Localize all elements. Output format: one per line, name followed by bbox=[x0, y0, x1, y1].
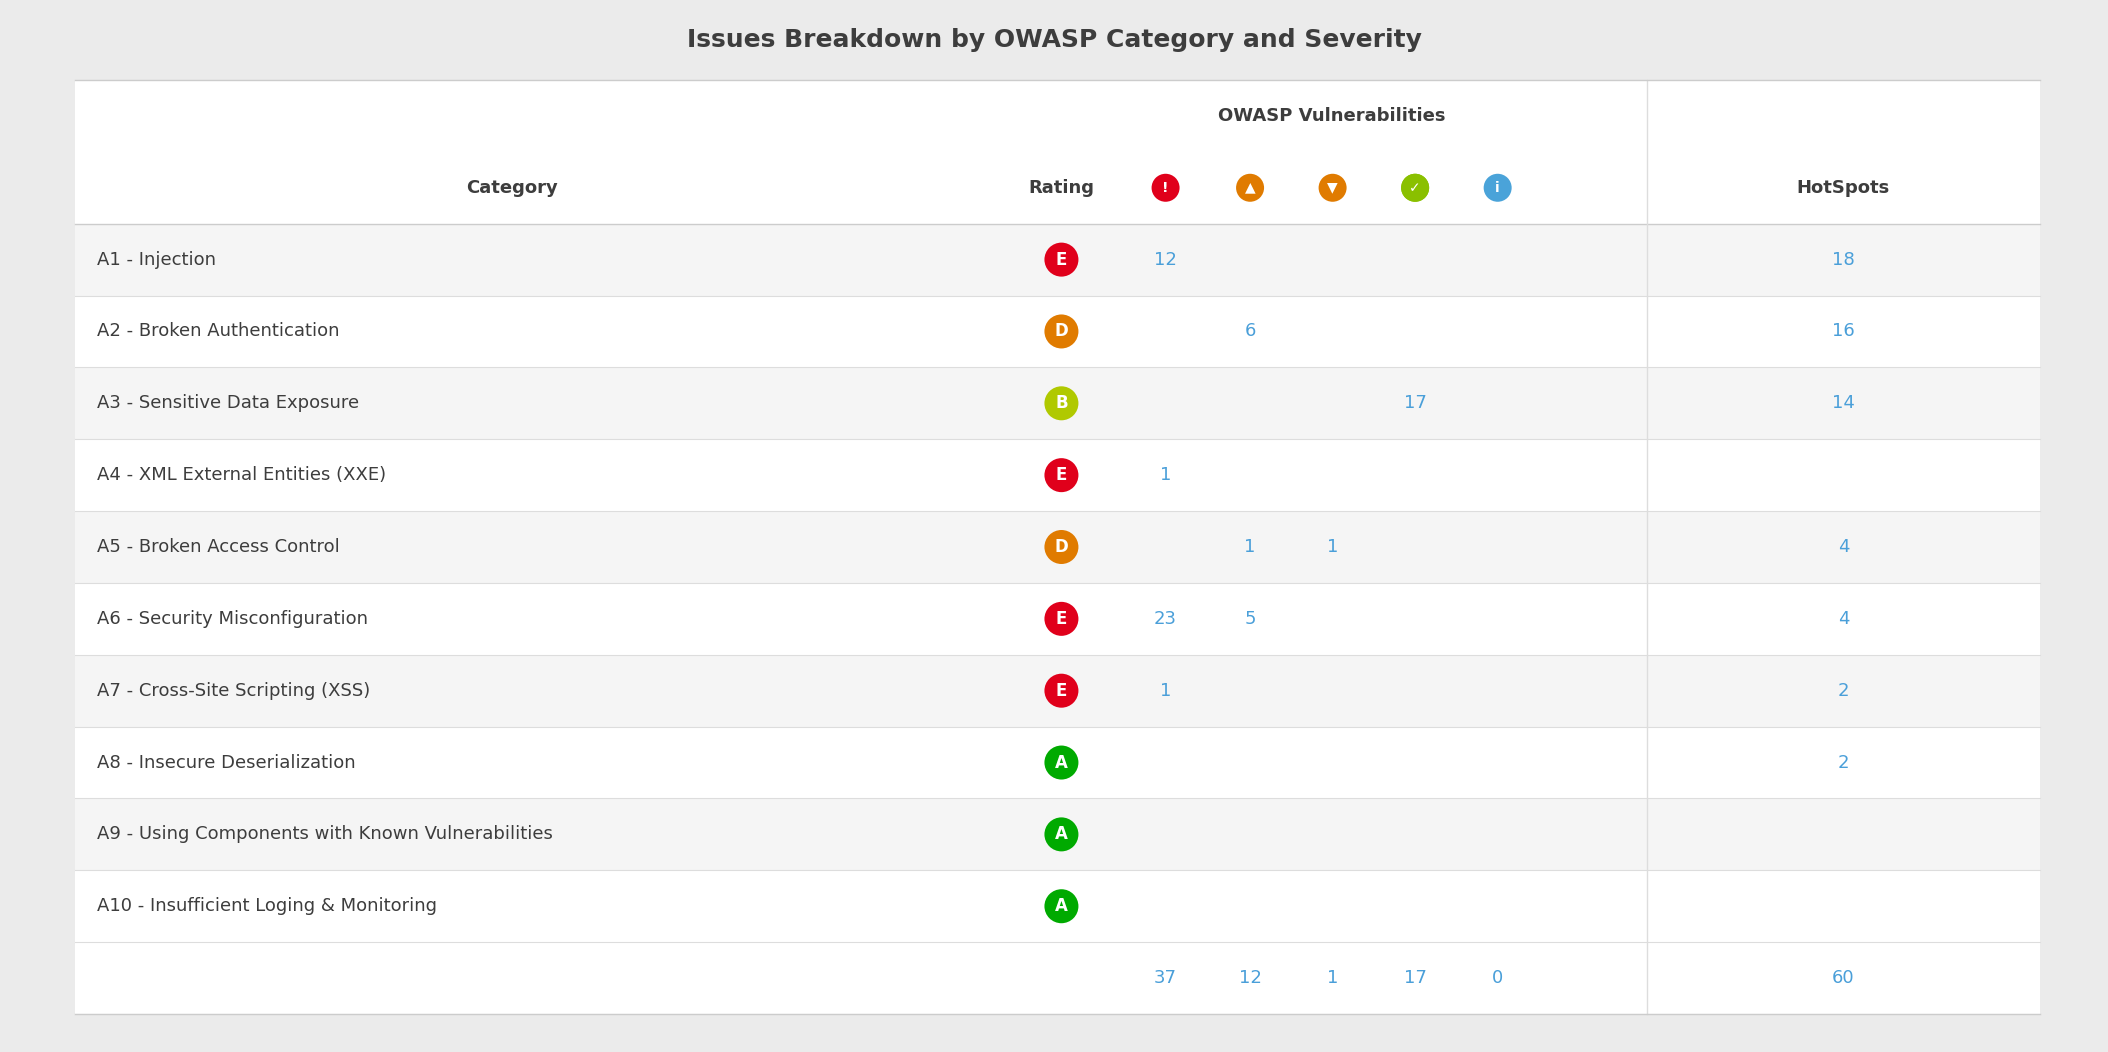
Bar bbox=[76, 870, 2041, 943]
Bar bbox=[76, 224, 2041, 296]
Text: A1 - Injection: A1 - Injection bbox=[97, 250, 215, 268]
Text: E: E bbox=[1056, 682, 1067, 700]
Ellipse shape bbox=[1043, 673, 1079, 708]
Text: 2: 2 bbox=[1838, 753, 1849, 771]
Ellipse shape bbox=[1400, 171, 1431, 204]
Text: 12: 12 bbox=[1240, 969, 1261, 987]
Text: Issues Breakdown by OWASP Category and Severity: Issues Breakdown by OWASP Category and S… bbox=[687, 28, 1421, 52]
Text: A3 - Sensitive Data Exposure: A3 - Sensitive Data Exposure bbox=[97, 394, 358, 412]
Bar bbox=[76, 654, 2041, 727]
Ellipse shape bbox=[1043, 459, 1079, 492]
Text: ✓: ✓ bbox=[1410, 181, 1421, 195]
Text: 4: 4 bbox=[1838, 610, 1849, 628]
Text: 1: 1 bbox=[1326, 969, 1339, 987]
Text: 18: 18 bbox=[1832, 250, 1855, 268]
Text: HotSpots: HotSpots bbox=[1796, 179, 1891, 197]
Text: 5: 5 bbox=[1244, 610, 1256, 628]
Text: Rating: Rating bbox=[1029, 179, 1094, 197]
Ellipse shape bbox=[1320, 174, 1347, 202]
Text: A: A bbox=[1054, 753, 1069, 771]
Text: 1: 1 bbox=[1244, 538, 1256, 557]
Text: 1: 1 bbox=[1159, 682, 1172, 700]
Ellipse shape bbox=[1043, 386, 1079, 421]
Bar bbox=[76, 440, 2041, 511]
Text: A10 - Insufficient Loging & Monitoring: A10 - Insufficient Loging & Monitoring bbox=[97, 897, 436, 915]
Text: E: E bbox=[1056, 250, 1067, 268]
Ellipse shape bbox=[1043, 243, 1079, 277]
Text: 1: 1 bbox=[1326, 538, 1339, 557]
Text: A4 - XML External Entities (XXE): A4 - XML External Entities (XXE) bbox=[97, 466, 386, 484]
Text: 0: 0 bbox=[1492, 969, 1503, 987]
Text: A: A bbox=[1054, 897, 1069, 915]
Text: 4: 4 bbox=[1838, 538, 1849, 557]
Text: A: A bbox=[1054, 826, 1069, 844]
Text: !: ! bbox=[1162, 181, 1168, 195]
Ellipse shape bbox=[1484, 174, 1511, 202]
Text: D: D bbox=[1054, 323, 1069, 341]
Text: A2 - Broken Authentication: A2 - Broken Authentication bbox=[97, 323, 339, 341]
Text: 2: 2 bbox=[1838, 682, 1849, 700]
Bar bbox=[76, 367, 2041, 440]
Ellipse shape bbox=[1402, 174, 1429, 202]
Text: A8 - Insecure Deserialization: A8 - Insecure Deserialization bbox=[97, 753, 356, 771]
Ellipse shape bbox=[1402, 174, 1429, 202]
Bar bbox=[76, 511, 2041, 583]
Text: B: B bbox=[1056, 394, 1069, 412]
Text: 1: 1 bbox=[1159, 466, 1172, 484]
Text: i: i bbox=[1495, 181, 1501, 195]
Text: 12: 12 bbox=[1155, 250, 1176, 268]
Bar bbox=[76, 727, 2041, 798]
Text: OWASP Vulnerabilities: OWASP Vulnerabilities bbox=[1218, 107, 1446, 125]
Text: A5 - Broken Access Control: A5 - Broken Access Control bbox=[97, 538, 339, 557]
Text: ▲: ▲ bbox=[1244, 181, 1256, 195]
Text: 23: 23 bbox=[1153, 610, 1176, 628]
Text: 16: 16 bbox=[1832, 323, 1855, 341]
Ellipse shape bbox=[1151, 174, 1180, 202]
Bar bbox=[76, 798, 2041, 870]
Ellipse shape bbox=[1043, 530, 1079, 564]
Text: A6 - Security Misconfiguration: A6 - Security Misconfiguration bbox=[97, 610, 369, 628]
Text: E: E bbox=[1056, 466, 1067, 484]
Bar bbox=[76, 80, 2041, 1014]
Text: 60: 60 bbox=[1832, 969, 1855, 987]
Ellipse shape bbox=[1043, 315, 1079, 348]
Ellipse shape bbox=[1235, 174, 1265, 202]
Text: Category: Category bbox=[466, 179, 559, 197]
Text: A9 - Using Components with Known Vulnerabilities: A9 - Using Components with Known Vulnera… bbox=[97, 826, 552, 844]
Bar bbox=[76, 296, 2041, 367]
Text: 14: 14 bbox=[1832, 394, 1855, 412]
Text: ▼: ▼ bbox=[1328, 181, 1339, 195]
Bar bbox=[76, 583, 2041, 654]
Bar bbox=[76, 943, 2041, 1014]
Text: D: D bbox=[1054, 538, 1069, 557]
Ellipse shape bbox=[1043, 889, 1079, 924]
Text: 6: 6 bbox=[1244, 323, 1256, 341]
Text: A7 - Cross-Site Scripting (XSS): A7 - Cross-Site Scripting (XSS) bbox=[97, 682, 371, 700]
Text: 17: 17 bbox=[1404, 394, 1427, 412]
Text: 37: 37 bbox=[1153, 969, 1176, 987]
Ellipse shape bbox=[1043, 746, 1079, 780]
Text: 17: 17 bbox=[1404, 969, 1427, 987]
Ellipse shape bbox=[1043, 602, 1079, 635]
Ellipse shape bbox=[1043, 817, 1079, 851]
Text: E: E bbox=[1056, 610, 1067, 628]
